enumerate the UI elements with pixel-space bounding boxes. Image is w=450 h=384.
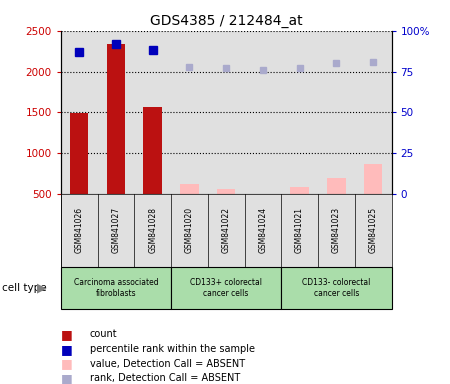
Text: GSM841021: GSM841021 [295,207,304,253]
Bar [254,194,272,195]
Text: GSM841024: GSM841024 [258,207,267,253]
Bar [180,184,198,194]
Bar [364,164,382,194]
Bar [327,178,346,194]
Bar [217,189,235,194]
Text: ▶: ▶ [36,281,46,295]
Text: ■: ■ [61,343,72,356]
Bar [107,44,125,194]
Bar [171,267,281,309]
Text: GSM841026: GSM841026 [75,207,84,253]
Bar [61,267,171,309]
Bar [144,107,162,194]
Text: GSM841023: GSM841023 [332,207,341,253]
Text: ■: ■ [61,357,72,370]
Text: GSM841025: GSM841025 [369,207,378,253]
Text: percentile rank within the sample: percentile rank within the sample [90,344,255,354]
Bar [281,267,392,309]
Text: rank, Detection Call = ABSENT: rank, Detection Call = ABSENT [90,373,240,383]
Text: Carcinoma associated
fibroblasts: Carcinoma associated fibroblasts [73,278,158,298]
Text: ■: ■ [61,372,72,384]
Bar [290,187,309,194]
Text: GSM841022: GSM841022 [221,207,230,253]
Text: GSM841027: GSM841027 [112,207,121,253]
Title: GDS4385 / 212484_at: GDS4385 / 212484_at [150,14,302,28]
Text: CD133+ colorectal
cancer cells: CD133+ colorectal cancer cells [190,278,262,298]
Text: GSM841020: GSM841020 [185,207,194,253]
Text: ■: ■ [61,328,72,341]
Bar [70,113,88,194]
Text: count: count [90,329,117,339]
Text: cell type: cell type [2,283,47,293]
Text: CD133- colorectal
cancer cells: CD133- colorectal cancer cells [302,278,370,298]
Text: value, Detection Call = ABSENT: value, Detection Call = ABSENT [90,359,245,369]
Text: GSM841028: GSM841028 [148,207,157,253]
